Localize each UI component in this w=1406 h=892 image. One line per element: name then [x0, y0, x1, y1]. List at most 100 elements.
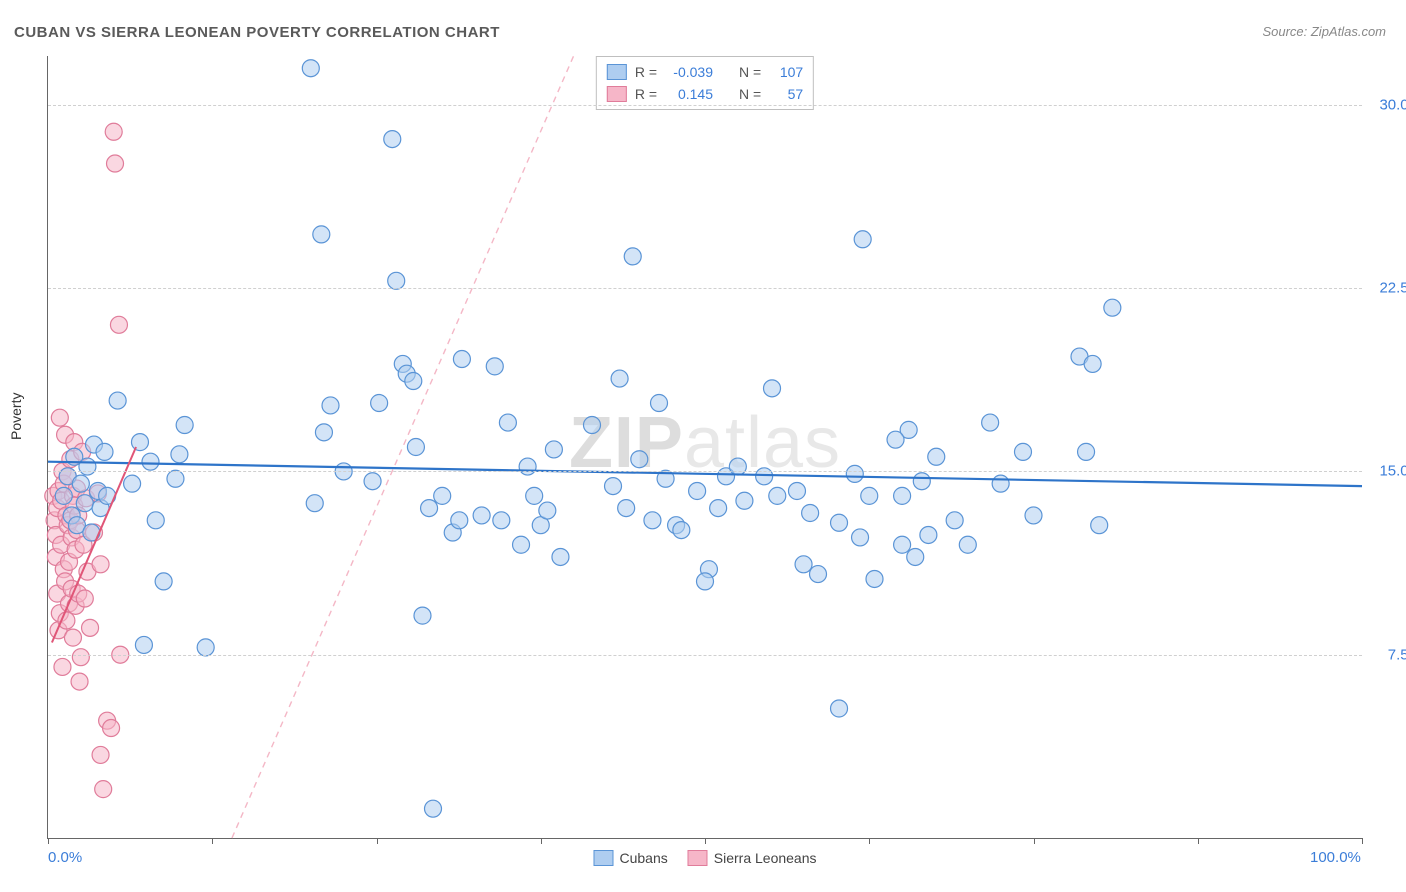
data-point	[197, 639, 214, 656]
legend-swatch	[607, 64, 627, 80]
data-point	[405, 373, 422, 390]
data-point	[76, 590, 93, 607]
data-point	[135, 636, 152, 653]
data-point	[103, 720, 120, 737]
data-point	[802, 504, 819, 521]
r-label: R =	[635, 61, 657, 83]
y-axis-label: Poverty	[8, 393, 24, 440]
data-point	[421, 500, 438, 517]
data-point	[913, 473, 930, 490]
data-point	[54, 658, 71, 675]
data-point	[1104, 299, 1121, 316]
x-tick	[705, 838, 706, 844]
data-point	[364, 473, 381, 490]
data-point	[539, 502, 556, 519]
data-point	[831, 700, 848, 717]
data-point	[306, 495, 323, 512]
data-point	[769, 487, 786, 504]
x-tick	[541, 838, 542, 844]
data-point	[76, 495, 93, 512]
data-point	[852, 529, 869, 546]
x-tick	[48, 838, 49, 844]
data-point	[673, 522, 690, 539]
data-point	[302, 60, 319, 77]
data-point	[499, 414, 516, 431]
r-value: 0.145	[665, 83, 713, 105]
scatter-svg	[48, 56, 1362, 838]
data-point	[51, 409, 68, 426]
x-tick	[1198, 838, 1199, 844]
data-point	[79, 458, 96, 475]
data-point	[959, 536, 976, 553]
y-tick-label: 22.5%	[1367, 280, 1406, 297]
data-point	[583, 417, 600, 434]
data-point	[513, 536, 530, 553]
y-tick-label: 30.0%	[1367, 96, 1406, 113]
data-point	[992, 475, 1009, 492]
x-tick	[1362, 838, 1363, 844]
data-point	[167, 470, 184, 487]
legend-item: Sierra Leoneans	[688, 850, 817, 866]
legend-swatch	[607, 86, 627, 102]
data-point	[788, 482, 805, 499]
y-tick-label: 15.0%	[1367, 463, 1406, 480]
data-point	[946, 512, 963, 529]
data-point	[894, 536, 911, 553]
data-point	[176, 417, 193, 434]
data-point	[907, 548, 924, 565]
data-point	[147, 512, 164, 529]
legend-item: Cubans	[593, 850, 667, 866]
regression-line	[48, 462, 1362, 486]
n-value: 107	[769, 61, 803, 83]
data-point	[831, 514, 848, 531]
data-point	[322, 397, 339, 414]
legend-swatch	[688, 850, 708, 866]
data-point	[96, 443, 113, 460]
gridline	[48, 105, 1362, 106]
x-tick	[1034, 838, 1035, 844]
data-point	[493, 512, 510, 529]
source-attribution: Source: ZipAtlas.com	[1262, 24, 1386, 39]
n-value: 57	[769, 83, 803, 105]
data-point	[644, 512, 661, 529]
data-point	[710, 500, 727, 517]
data-point	[519, 458, 536, 475]
data-point	[371, 395, 388, 412]
data-point	[107, 155, 124, 172]
data-point	[105, 123, 122, 140]
legend-label: Cubans	[619, 850, 667, 866]
data-point	[866, 570, 883, 587]
plot-area: ZIPatlas R =-0.039N =107R =0.145N =57 Cu…	[47, 56, 1362, 839]
r-label: R =	[635, 83, 657, 105]
gridline	[48, 655, 1362, 656]
data-point	[92, 556, 109, 573]
data-point	[651, 395, 668, 412]
chart-title: CUBAN VS SIERRA LEONEAN POVERTY CORRELAT…	[14, 24, 500, 41]
data-point	[453, 351, 470, 368]
data-point	[55, 487, 72, 504]
data-point	[414, 607, 431, 624]
stats-legend-row: R =-0.039N =107	[607, 61, 803, 83]
data-point	[486, 358, 503, 375]
data-point	[697, 573, 714, 590]
data-point	[631, 451, 648, 468]
data-point	[1025, 507, 1042, 524]
data-point	[142, 453, 159, 470]
series-legend: Cubans Sierra Leoneans	[593, 850, 816, 866]
y-tick-label: 7.5%	[1367, 646, 1406, 663]
stats-legend-row: R =0.145N =57	[607, 83, 803, 105]
legend-swatch	[593, 850, 613, 866]
data-point	[315, 424, 332, 441]
stats-legend: R =-0.039N =107R =0.145N =57	[596, 56, 814, 110]
data-point	[729, 458, 746, 475]
x-axis-label: 100.0%	[1310, 849, 1361, 866]
legend-label: Sierra Leoneans	[714, 850, 817, 866]
n-label: N =	[739, 61, 761, 83]
data-point	[861, 487, 878, 504]
data-point	[928, 448, 945, 465]
data-point	[689, 482, 706, 499]
data-point	[618, 500, 635, 517]
data-point	[407, 439, 424, 456]
data-point	[64, 629, 81, 646]
data-point	[124, 475, 141, 492]
